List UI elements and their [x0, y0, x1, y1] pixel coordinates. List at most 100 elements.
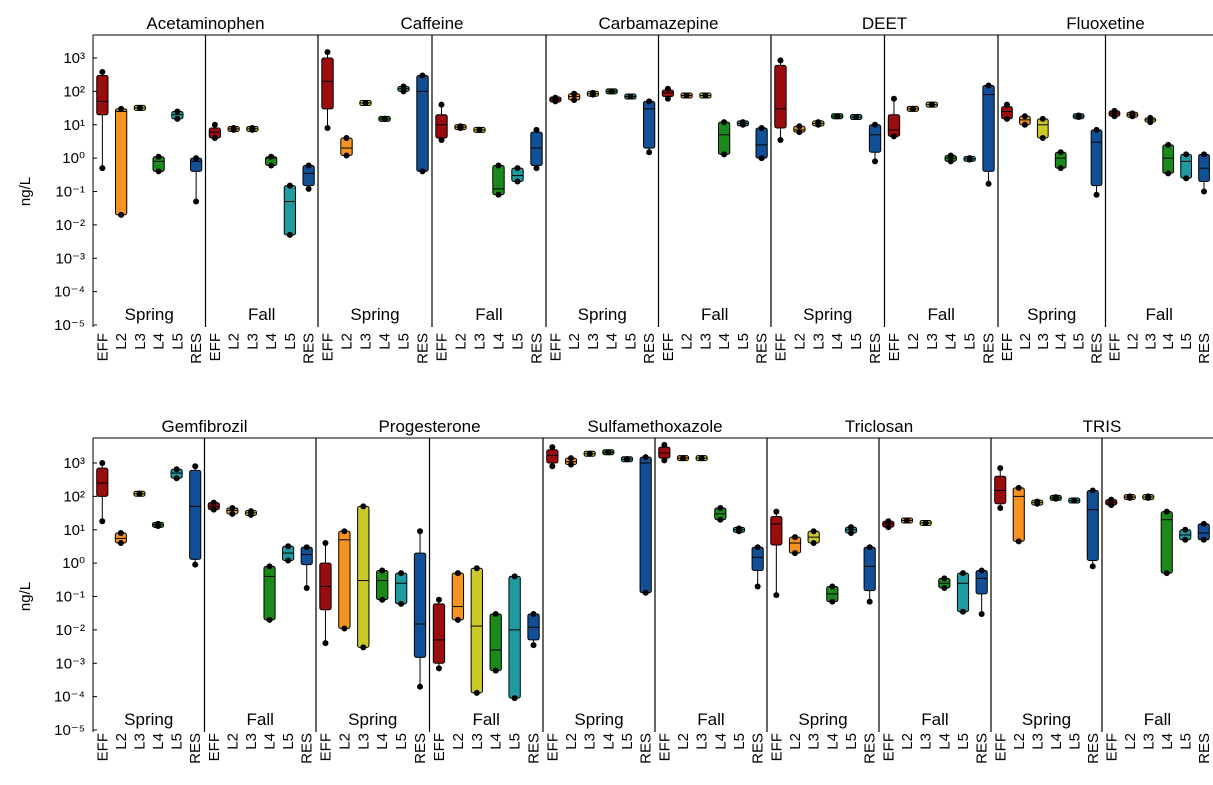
max-point [438, 101, 445, 108]
x-tick-label: L2 [791, 333, 808, 350]
min-point [379, 596, 386, 603]
box-eff [887, 114, 901, 137]
x-tick-label: L2 [339, 333, 356, 350]
x-tick-label: L3 [924, 333, 941, 350]
x-tick-label: RES [301, 333, 318, 364]
min-point [454, 616, 461, 623]
max-point [379, 567, 386, 574]
y-tick-label: 10⁻² [55, 217, 85, 234]
min-point [210, 506, 217, 513]
x-tick-label: L3 [355, 733, 372, 750]
min-point [360, 644, 367, 651]
min-point [1147, 119, 1154, 126]
min-point [1039, 135, 1046, 142]
max-point [1015, 484, 1022, 491]
min-point [268, 162, 275, 169]
y-tick-label: 10⁻⁴ [54, 689, 85, 706]
x-tick-label: L3 [697, 333, 714, 350]
max-point [417, 528, 424, 535]
season-label: Spring [803, 305, 852, 324]
season-label: Spring [124, 710, 173, 729]
max-point [174, 108, 181, 115]
season-label: Spring [578, 305, 627, 324]
min-point [286, 231, 293, 238]
min-point [1052, 495, 1059, 502]
x-tick-label: L5 [169, 333, 186, 350]
max-point [286, 182, 293, 189]
max-point [192, 463, 199, 470]
x-tick-label: EFF [880, 733, 897, 761]
max-point [118, 105, 125, 112]
min-point [305, 185, 312, 192]
min-point [754, 583, 761, 590]
max-point [792, 534, 798, 541]
min-point [642, 589, 649, 596]
x-tick-label: RES [188, 333, 205, 364]
max-point [495, 162, 502, 169]
min-point [1165, 170, 1172, 177]
min-point [249, 126, 256, 133]
max-point [717, 504, 724, 511]
max-point [866, 544, 873, 551]
max-point [1021, 113, 1028, 120]
max-point [885, 518, 892, 525]
max-point [777, 57, 784, 64]
min-point [909, 105, 916, 112]
max-point [829, 583, 836, 590]
max-point [398, 570, 405, 577]
x-tick-label: L3 [694, 733, 711, 750]
x-tick-label: L5 [280, 733, 297, 750]
x-tick-label: L3 [1140, 733, 1157, 750]
min-point [736, 528, 742, 535]
x-tick-label: EFF [768, 733, 785, 761]
min-point [721, 151, 728, 158]
x-tick-label: L4 [600, 733, 617, 750]
season-label: Spring [125, 305, 174, 324]
x-tick-label: L5 [843, 733, 860, 750]
max-point [985, 82, 992, 89]
box-l5 [394, 572, 408, 605]
x-tick-label: L3 [472, 333, 489, 350]
y-tick-label: 10² [63, 83, 85, 100]
min-point [829, 598, 836, 605]
min-point [438, 136, 445, 143]
max-point [400, 83, 407, 90]
x-tick-label: EFF [206, 733, 223, 761]
season-label: Fall [248, 305, 275, 324]
x-tick-label: L5 [396, 333, 413, 350]
x-tick-label: L4 [936, 733, 953, 750]
min-point [834, 113, 841, 120]
min-point [646, 149, 653, 156]
box-res [751, 546, 764, 572]
panel-title: Progesterone [378, 417, 480, 436]
box-l2 [451, 572, 465, 621]
panel-title: Fluoxetine [1066, 14, 1144, 33]
season-label: Fall [247, 710, 274, 729]
max-point [1089, 487, 1096, 494]
max-point [890, 95, 897, 102]
min-point [99, 518, 106, 525]
x-tick-label: L2 [1124, 333, 1141, 350]
min-point [247, 511, 254, 518]
x-tick-label: L4 [377, 333, 394, 350]
x-tick-label: L4 [943, 333, 960, 350]
min-point [136, 490, 143, 497]
box-res [868, 124, 882, 153]
min-point [492, 667, 499, 674]
max-point [435, 596, 442, 603]
x-tick-label: L2 [787, 733, 804, 750]
max-point [473, 565, 480, 572]
x-tick-label: L3 [1029, 733, 1046, 750]
min-point [192, 561, 199, 568]
min-point [417, 683, 424, 690]
x-tick-label: L4 [1053, 333, 1070, 350]
min-point [796, 129, 803, 136]
min-point [1057, 165, 1064, 172]
max-point [1057, 149, 1064, 156]
min-point [966, 156, 973, 163]
min-point [303, 584, 310, 591]
box-eff [770, 515, 783, 546]
y-tick-label: 10⁻⁴ [54, 284, 85, 301]
max-point [997, 465, 1004, 472]
x-tick-label: L3 [806, 733, 823, 750]
